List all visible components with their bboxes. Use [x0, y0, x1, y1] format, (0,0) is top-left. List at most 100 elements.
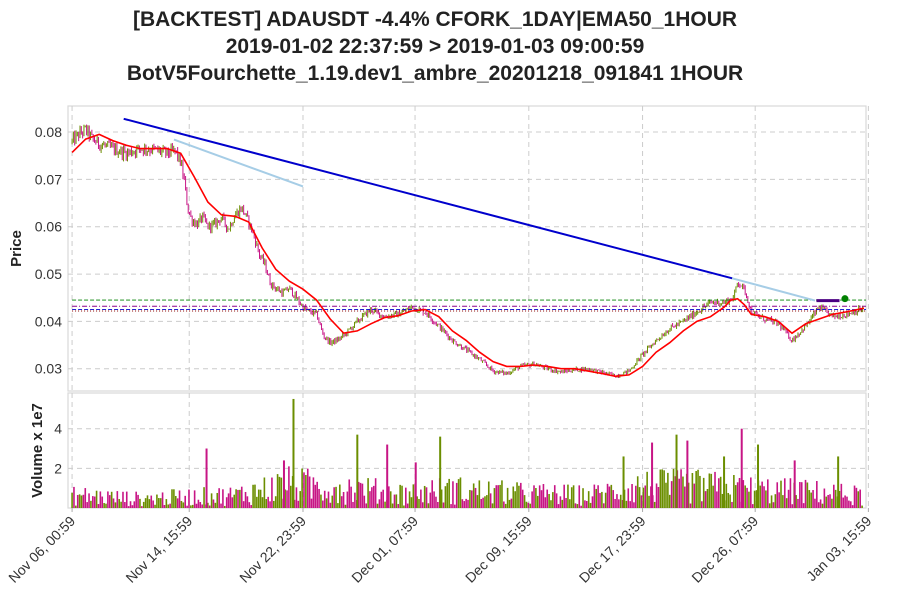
volume-bar	[599, 492, 601, 508]
volume-bar	[789, 478, 792, 508]
volume-bar	[719, 476, 722, 508]
volume-bar	[589, 502, 592, 508]
volume-bar	[510, 498, 513, 508]
volume-bar	[765, 490, 767, 508]
volume-y-tick-label: 2	[54, 460, 62, 476]
volume-spike-bar	[757, 444, 760, 508]
volume-bar	[684, 486, 686, 508]
chart-title-line-1: [BACKTEST] ADAUSDT -4.4% CFORK_1DAY|EMA5…	[132, 8, 738, 31]
volume-bar	[352, 501, 354, 508]
volume-bar	[329, 502, 332, 508]
volume-bar	[210, 493, 213, 508]
volume-bar	[297, 500, 300, 508]
volume-bar	[699, 475, 701, 508]
volume-bar	[252, 484, 254, 508]
volume-bar	[508, 499, 511, 508]
volume-bar	[710, 473, 713, 508]
volume-bar	[774, 494, 777, 508]
volume-bar	[346, 491, 349, 508]
volume-bar	[834, 489, 837, 508]
volume-bar	[344, 504, 347, 508]
volume-bar	[548, 494, 550, 508]
volume-bar	[284, 489, 286, 508]
volume-bar	[461, 499, 464, 508]
volume-bar	[629, 501, 631, 508]
volume-bar	[71, 492, 73, 508]
volume-bar	[800, 482, 803, 508]
volume-bar	[861, 505, 863, 508]
volume-bar	[92, 496, 94, 508]
volume-bar	[495, 485, 498, 508]
volume-bar	[608, 486, 611, 508]
volume-bar	[184, 495, 187, 508]
volume-bar	[593, 484, 596, 508]
volume-bar	[717, 478, 720, 508]
volume-bar	[306, 468, 309, 508]
volume-bar	[312, 477, 315, 508]
volume-bar	[533, 485, 535, 508]
volume-bar	[222, 489, 224, 508]
volume-bar	[667, 472, 669, 508]
volume-bar	[576, 504, 579, 508]
volume-bar	[840, 483, 843, 508]
volume-bar	[825, 496, 828, 508]
volume-bar	[493, 488, 496, 508]
x-tick-label: Nov 22, 23:59	[236, 513, 309, 586]
volume-spike-bar	[837, 456, 840, 508]
volume-bar	[680, 469, 682, 508]
volume-bar	[536, 495, 539, 508]
volume-bar	[565, 497, 567, 508]
volume-bar	[103, 503, 105, 508]
volume-bar	[851, 505, 854, 508]
volume-bar	[742, 480, 745, 508]
volume-spike-bar	[292, 398, 295, 508]
volume-bar	[463, 501, 466, 508]
volume-bar	[142, 501, 145, 508]
price-y-tick-label: 0.07	[35, 171, 62, 187]
volume-bar	[110, 491, 113, 508]
volume-bar	[273, 500, 275, 508]
volume-bar	[704, 491, 707, 508]
volume-bar	[101, 496, 104, 508]
volume-bar	[150, 495, 153, 508]
volume-bar	[755, 490, 758, 508]
volume-bar	[437, 502, 439, 508]
volume-bar	[514, 491, 516, 508]
volume-bar	[314, 484, 317, 508]
volume-spike-bar	[386, 444, 389, 508]
volume-bar	[208, 505, 211, 508]
volume-bar	[606, 483, 609, 508]
volume-bar	[404, 487, 407, 508]
volume-bar	[261, 497, 264, 508]
volume-bar	[435, 496, 437, 508]
volume-bar	[570, 487, 573, 508]
volume-bar	[333, 487, 335, 508]
volume-bar	[423, 485, 426, 508]
volume-bar	[455, 482, 458, 508]
volume-bar	[821, 503, 824, 508]
volume-bar	[725, 483, 728, 508]
volume-bar	[610, 484, 613, 508]
volume-bar	[695, 471, 697, 508]
volume-bar	[359, 482, 362, 508]
volume-bar	[78, 494, 81, 508]
x-axis-ticks: Nov 06, 00:59 Nov 14, 15:59 Nov 22, 23:59 D…	[5, 508, 875, 586]
volume-bar	[693, 483, 696, 508]
volume-bar	[816, 481, 818, 508]
volume-bar	[225, 497, 228, 508]
volume-bar	[670, 481, 673, 508]
volume-bar	[646, 471, 648, 508]
volume-bar	[327, 491, 330, 508]
volume-bar	[299, 491, 302, 508]
volume-bar	[785, 498, 788, 508]
volume-bar	[855, 487, 858, 508]
volume-bar	[787, 489, 790, 508]
volume-bar	[303, 472, 305, 508]
volume-bar	[544, 497, 547, 508]
volume-bar	[457, 479, 460, 508]
volume-bar	[429, 492, 432, 508]
volume-bar	[659, 469, 662, 508]
volume-bar	[448, 478, 450, 508]
volume-bar	[727, 492, 730, 508]
volume-bar	[772, 502, 775, 508]
